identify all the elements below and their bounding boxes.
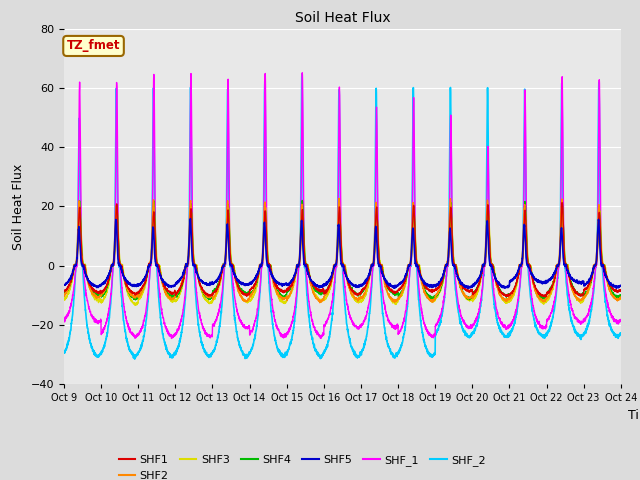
SHF_1 bbox=[60, 318, 68, 324]
SHF_2 bbox=[397, 342, 404, 348]
SHF_1 bbox=[407, 261, 415, 267]
SHF_2 bbox=[407, 261, 415, 266]
SHF4 bbox=[60, 291, 68, 297]
SHF_2 bbox=[617, 331, 625, 336]
SHF_2 bbox=[60, 348, 68, 354]
SHF2 bbox=[397, 292, 404, 298]
SHF4 bbox=[132, 297, 140, 303]
SHF_2 bbox=[298, 71, 306, 77]
Line: SHF3: SHF3 bbox=[64, 208, 621, 305]
SHF2 bbox=[335, 195, 343, 201]
SHF1 bbox=[406, 261, 414, 267]
SHF1 bbox=[60, 288, 68, 294]
SHF_1 bbox=[168, 336, 175, 341]
Y-axis label: Soil Heat Flux: Soil Heat Flux bbox=[12, 163, 25, 250]
SHF2 bbox=[60, 293, 68, 299]
SHF1 bbox=[179, 276, 187, 282]
Line: SHF_2: SHF_2 bbox=[64, 74, 621, 359]
SHF4 bbox=[617, 293, 625, 299]
Line: SHF1: SHF1 bbox=[64, 203, 621, 297]
SHF_1 bbox=[617, 317, 625, 323]
SHF5 bbox=[216, 273, 223, 278]
SHF2 bbox=[216, 280, 223, 286]
Text: TZ_fmet: TZ_fmet bbox=[67, 39, 120, 52]
SHF4 bbox=[617, 293, 625, 299]
SHF5 bbox=[464, 286, 472, 291]
SHF1 bbox=[558, 200, 566, 205]
SHF2 bbox=[407, 254, 415, 260]
SHF5 bbox=[617, 283, 625, 289]
Legend: SHF1, SHF2, SHF3, SHF4, SHF5, SHF_1, SHF_2: SHF1, SHF2, SHF3, SHF4, SHF5, SHF_1, SHF… bbox=[114, 451, 490, 480]
SHF_1 bbox=[216, 304, 223, 310]
SHF4 bbox=[298, 198, 306, 204]
SHF2 bbox=[564, 270, 572, 276]
SHF3 bbox=[132, 302, 140, 308]
Line: SHF4: SHF4 bbox=[64, 201, 621, 300]
SHF3 bbox=[262, 205, 269, 211]
SHF3 bbox=[60, 297, 68, 303]
SHF1 bbox=[540, 294, 548, 300]
SHF3 bbox=[216, 282, 223, 288]
SHF4 bbox=[407, 259, 415, 264]
SHF5 bbox=[397, 281, 404, 287]
SHF_1 bbox=[298, 70, 306, 76]
SHF2 bbox=[617, 294, 625, 300]
SHF2 bbox=[179, 274, 187, 280]
SHF3 bbox=[407, 260, 415, 265]
SHF5 bbox=[406, 260, 414, 265]
SHF1 bbox=[397, 285, 404, 291]
SHF_1 bbox=[397, 326, 404, 332]
SHF3 bbox=[397, 293, 404, 299]
Line: SHF2: SHF2 bbox=[64, 198, 621, 303]
SHF2 bbox=[316, 300, 324, 306]
SHF1 bbox=[216, 280, 223, 286]
SHF2 bbox=[617, 295, 625, 300]
SHF3 bbox=[180, 279, 188, 285]
Title: Soil Heat Flux: Soil Heat Flux bbox=[294, 11, 390, 25]
X-axis label: Time: Time bbox=[628, 409, 640, 422]
SHF5 bbox=[564, 271, 572, 276]
SHF_2 bbox=[131, 356, 138, 362]
SHF4 bbox=[216, 277, 223, 283]
SHF4 bbox=[180, 277, 188, 283]
SHF4 bbox=[564, 266, 572, 272]
SHF_1 bbox=[617, 317, 625, 323]
SHF_2 bbox=[180, 316, 188, 322]
SHF_1 bbox=[180, 305, 188, 311]
SHF_2 bbox=[617, 330, 625, 336]
SHF5 bbox=[60, 282, 68, 288]
SHF_1 bbox=[564, 288, 572, 293]
SHF1 bbox=[564, 269, 572, 275]
SHF5 bbox=[179, 271, 187, 277]
SHF3 bbox=[617, 295, 625, 301]
SHF5 bbox=[617, 283, 625, 288]
SHF_2 bbox=[564, 299, 572, 305]
SHF3 bbox=[617, 295, 625, 300]
SHF_2 bbox=[216, 324, 223, 330]
SHF1 bbox=[617, 287, 625, 292]
SHF3 bbox=[564, 263, 572, 269]
SHF5 bbox=[186, 216, 194, 222]
Line: SHF_1: SHF_1 bbox=[64, 73, 621, 338]
SHF1 bbox=[617, 288, 625, 293]
SHF4 bbox=[397, 290, 404, 296]
Line: SHF5: SHF5 bbox=[64, 219, 621, 288]
